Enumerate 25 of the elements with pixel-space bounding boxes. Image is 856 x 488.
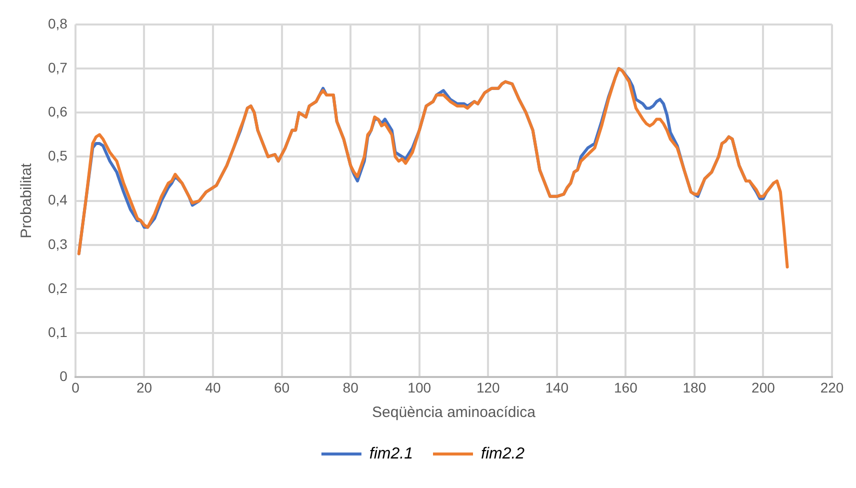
x-tick-label: 140	[545, 379, 569, 396]
y-tick-label: 0,2	[48, 280, 68, 296]
legend-label: fim2.2	[481, 445, 525, 462]
x-tick-label: 60	[274, 379, 290, 396]
x-tick-label: 180	[682, 379, 706, 396]
x-tick-label: 220	[820, 379, 844, 396]
y-tick-label: 0,6	[48, 103, 68, 120]
x-tick-label: 40	[205, 379, 222, 396]
y-tick-label: 0,3	[48, 236, 68, 252]
x-tick-label: 100	[408, 379, 432, 396]
y-tick-label: 0,5	[48, 148, 68, 164]
x-tick-label: 80	[342, 379, 359, 396]
y-tick-label: 0,8	[48, 15, 68, 32]
x-tick-label: 0	[72, 379, 80, 396]
y-tick-label: 0,4	[48, 192, 68, 208]
x-tick-label: 200	[752, 379, 776, 396]
y-axis-title: Probabilitat	[18, 162, 36, 238]
y-tick-label: 0	[60, 368, 68, 384]
x-tick-label: 20	[136, 379, 152, 396]
legend-label: fim2.1	[369, 445, 414, 462]
y-tick-label: 0,1	[48, 324, 68, 340]
x-tick-label: 120	[476, 379, 500, 396]
x-axis-title: Seqüència aminoacídica	[372, 404, 536, 422]
x-tick-label: 160	[614, 379, 638, 396]
y-tick-label: 0,7	[48, 59, 68, 76]
